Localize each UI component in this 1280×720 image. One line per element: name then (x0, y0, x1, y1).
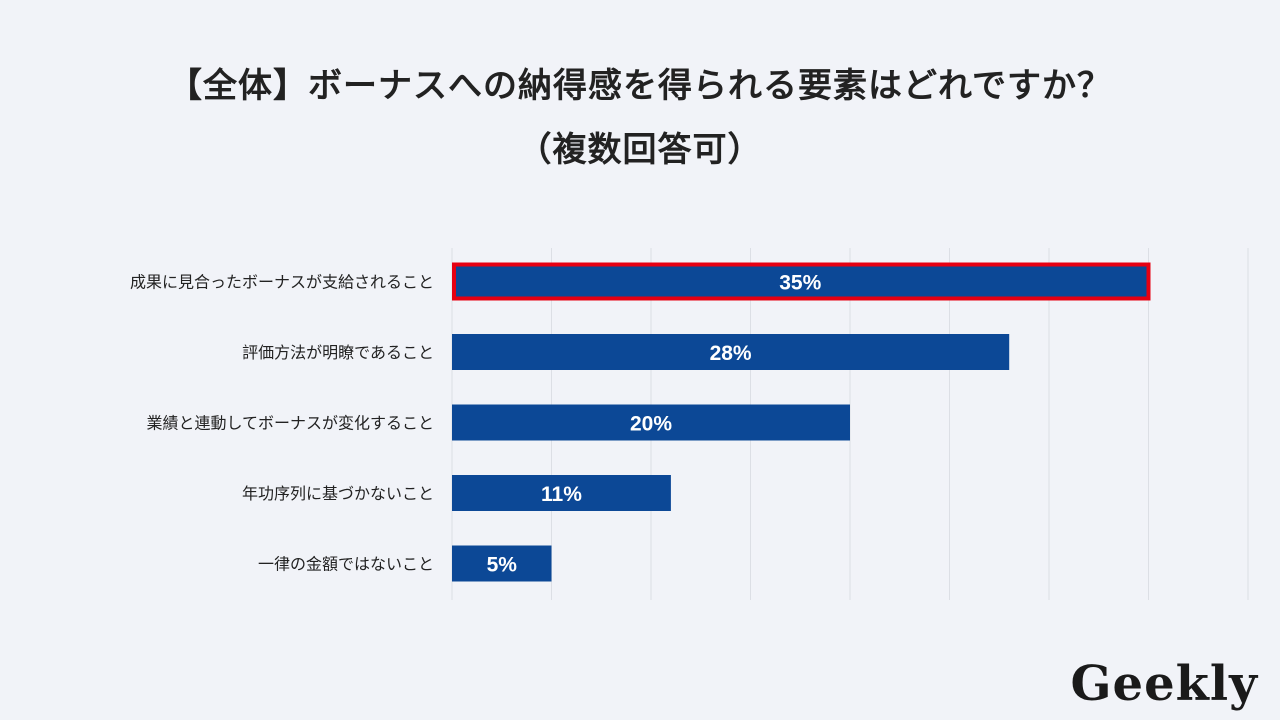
bar (452, 334, 1010, 370)
data-label: 35% (779, 272, 821, 295)
category-label: 年功序列に基づかないこと (242, 484, 434, 503)
category-label: 成果に見合ったボーナスが支給されること (130, 273, 434, 292)
data-label: 20% (630, 413, 672, 436)
category-label: 評価方法が明瞭であること (242, 343, 434, 362)
data-label: 11% (541, 483, 582, 506)
bar (452, 404, 850, 441)
chart-title-line1: 【全体】ボーナスへの納得感を得られる要素はどれですか？ (168, 66, 1112, 106)
chart-title-line2: （複数回答可） (517, 130, 763, 170)
data-label: 5% (487, 554, 518, 577)
bar (452, 263, 1149, 300)
bar (452, 475, 671, 511)
category-label: 業績と連動してボーナスが変化すること (146, 414, 434, 433)
geekly-logo: Geekly (1070, 656, 1258, 712)
data-label: 28% (710, 342, 752, 365)
bar-highlight-outline (452, 262, 1151, 301)
category-label: 一律の金額ではないこと (258, 555, 434, 574)
bar (452, 545, 552, 582)
